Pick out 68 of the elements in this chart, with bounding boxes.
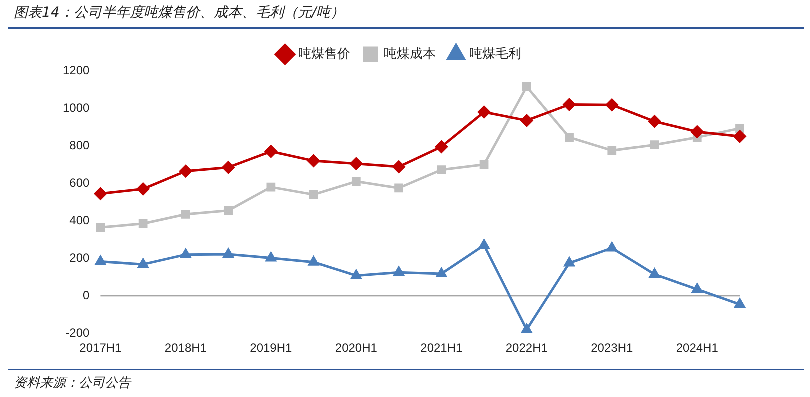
- point: [180, 165, 192, 178]
- point: [435, 140, 448, 154]
- point: [563, 98, 576, 112]
- point: [224, 206, 233, 216]
- y-tick-label: 0: [83, 288, 90, 302]
- point: [352, 177, 361, 186]
- x-tick-label: 2022H1: [506, 341, 548, 356]
- x-tick-label: 2024H1: [676, 341, 719, 356]
- x-tick-label: 2021H1: [420, 341, 463, 356]
- point: [309, 190, 318, 200]
- y-tick-label: 800: [70, 138, 90, 152]
- point: [182, 210, 190, 219]
- y-tick-label: 400: [70, 213, 90, 228]
- point: [608, 146, 617, 156]
- point: [564, 258, 575, 267]
- x-tick-label: 2020H1: [335, 341, 378, 356]
- point: [520, 114, 534, 127]
- point: [648, 115, 662, 128]
- y-tick-label: -200: [66, 326, 90, 340]
- point: [736, 124, 744, 134]
- point: [222, 161, 235, 174]
- x-tick-label: 2018H1: [164, 341, 208, 356]
- point: [351, 270, 362, 280]
- text: 资料来源：公司公告: [14, 375, 131, 392]
- y-tick-label: 1200: [62, 63, 90, 78]
- y-tick-label: 1000: [62, 100, 90, 115]
- point: [223, 248, 234, 258]
- point: [138, 258, 148, 268]
- point: [436, 268, 447, 278]
- point: [650, 268, 660, 278]
- legend-label: 吨煤售价: [298, 46, 350, 62]
- point: [394, 184, 404, 193]
- point: [308, 154, 320, 168]
- point: [734, 130, 746, 143]
- point: [266, 182, 276, 192]
- point: [350, 158, 363, 170]
- point: [479, 240, 490, 249]
- x-tick-label: 2023H1: [591, 341, 634, 356]
- x-tick-label: 2019H1: [250, 341, 293, 356]
- point: [565, 133, 574, 142]
- legend-label: 吨煤毛利: [469, 46, 522, 62]
- point: [394, 266, 404, 276]
- point: [308, 256, 319, 266]
- point: [264, 145, 278, 158]
- point: [437, 166, 446, 174]
- point: [96, 223, 106, 232]
- point: [692, 284, 703, 294]
- legend-label: 吨煤成本: [384, 46, 436, 62]
- point: [480, 160, 489, 170]
- chart-title: 图表14：公司半年度吨煤售价、成本、毛利（元/吨）: [14, 4, 345, 22]
- point: [392, 160, 406, 174]
- point: [734, 298, 746, 308]
- x-tick-label: 2017H1: [80, 341, 122, 356]
- y-tick-label: 200: [70, 250, 90, 265]
- point: [650, 140, 660, 150]
- point: [522, 82, 532, 92]
- point: [691, 126, 704, 138]
- y-tick-label: 600: [70, 176, 90, 190]
- point: [137, 182, 150, 196]
- point: [94, 188, 107, 200]
- point: [266, 252, 276, 262]
- point: [606, 98, 618, 112]
- point: [478, 106, 491, 119]
- point: [138, 219, 148, 228]
- point: [96, 256, 106, 266]
- point: [522, 324, 532, 334]
- point: [606, 242, 618, 252]
- point: [180, 249, 192, 258]
